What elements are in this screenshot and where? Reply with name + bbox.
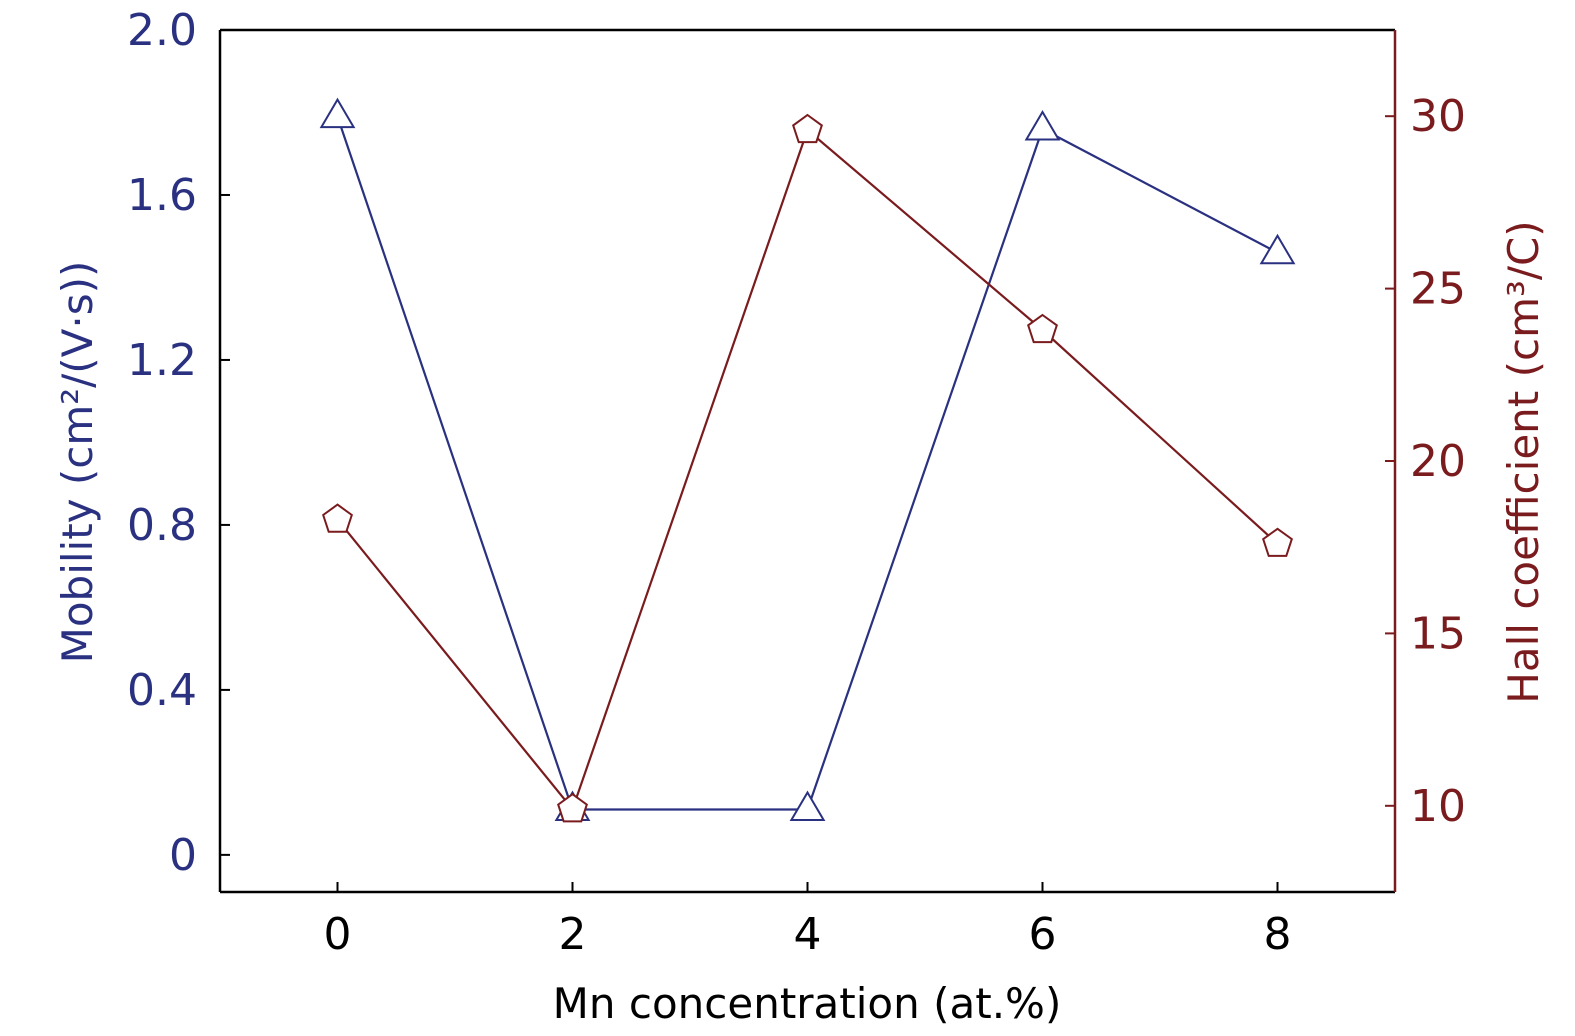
right-y-tick-label: 20: [1410, 436, 1466, 487]
triangle-marker: [1024, 110, 1061, 141]
right-y-tick-label: 30: [1410, 91, 1466, 142]
left-y-tick-label: 1.2: [127, 335, 197, 386]
pentagon-marker: [557, 792, 588, 823]
series-line-2: [336, 128, 1279, 812]
x-tick-label: 0: [324, 909, 352, 960]
triangle-marker: [319, 97, 356, 129]
x-tick-label: 6: [1029, 909, 1057, 960]
pentagon-marker: [322, 503, 353, 533]
right-y-axis-title: Hall coefficient (cm³/C): [1499, 220, 1548, 703]
left-y-tick-label: 1.6: [127, 170, 197, 221]
left-y-tick-label: 0.8: [127, 500, 197, 551]
left-y-tick-label: 2.0: [127, 5, 197, 56]
left-y-axis-title: Mobility (cm²/(V·s)): [53, 261, 102, 664]
right-y-tick-label: 25: [1410, 264, 1466, 315]
triangle-marker: [1259, 233, 1296, 265]
x-tick-label: 8: [1264, 909, 1292, 960]
series-line-1: [336, 116, 1279, 811]
x-axis-title: Mn concentration (at.%): [553, 979, 1062, 1028]
left-y-tick-label: 0.4: [127, 665, 197, 716]
x-tick-label: 4: [794, 909, 822, 960]
x-tick-label: 2: [559, 909, 587, 960]
triangle-marker: [789, 790, 826, 822]
pentagon-marker: [1027, 313, 1058, 344]
pentagon-marker: [792, 113, 823, 144]
right-y-tick-label: 10: [1410, 781, 1466, 832]
right-y-tick-label: 15: [1410, 608, 1466, 659]
pentagon-marker: [1262, 527, 1293, 557]
left-y-tick-label: 0: [169, 830, 197, 881]
